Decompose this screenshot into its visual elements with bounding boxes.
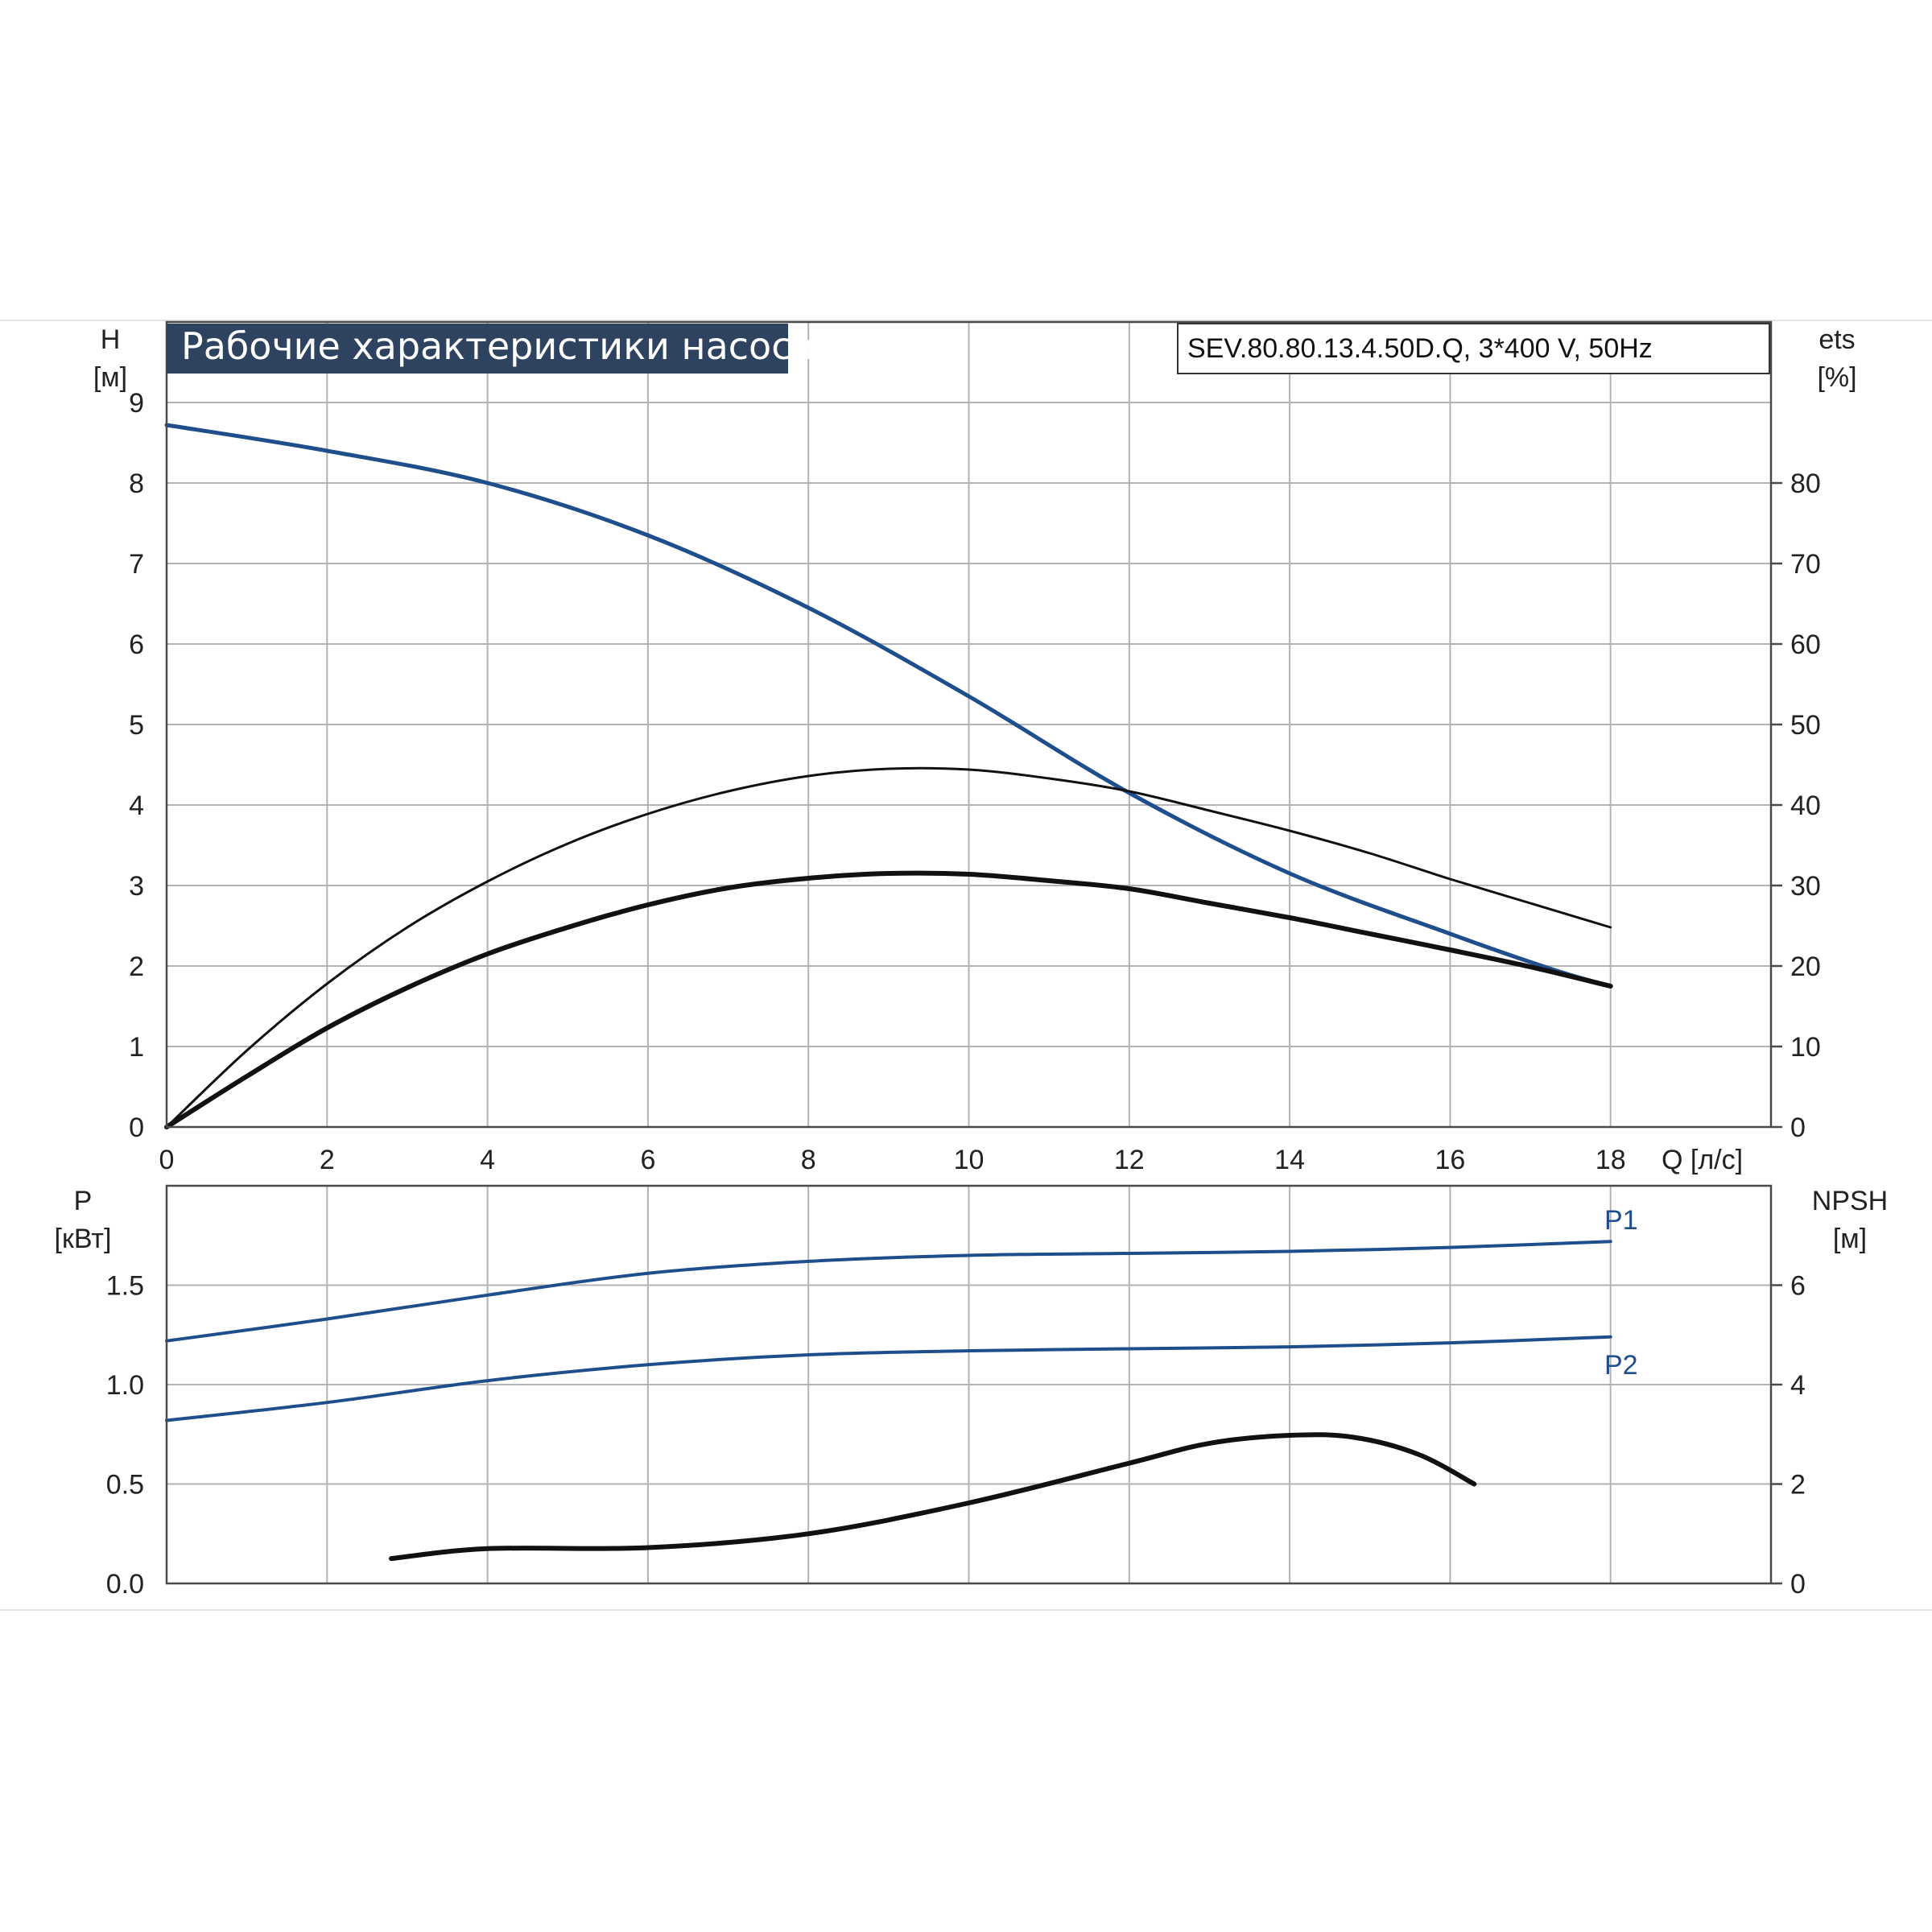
lower-left-axis-title: P [74, 1186, 93, 1216]
y-right-tick-label: 6 [1790, 1271, 1806, 1302]
lower-right-axis-unit: [м] [1833, 1224, 1867, 1254]
curve-efficiency_thin [165, 766, 1612, 1129]
upper-grid [167, 321, 1771, 1127]
curve-npsh [389, 1432, 1477, 1562]
upper-left-axis-unit: [м] [93, 362, 127, 393]
x-tick-label: 18 [1596, 1145, 1626, 1175]
y-right-tick-label: 70 [1790, 549, 1821, 580]
curve-p2 [165, 1335, 1612, 1422]
lower-tick-labels: 0.0 0.5 1.0 1.5 0 2 4 6 [106, 1271, 1806, 1600]
y-right-tick-label: 60 [1790, 630, 1821, 660]
lower-left-axis-unit: [кВт] [55, 1224, 112, 1254]
x-axis-label: Q [л/с] [1662, 1145, 1743, 1175]
model-label-box [1177, 323, 1770, 374]
y-left-tick-label: 4 [129, 791, 144, 821]
y-right-tick-label: 0 [1790, 1569, 1806, 1600]
lower-right-axis-title: NPSH [1812, 1186, 1888, 1216]
x-tick-label: 10 [954, 1145, 985, 1175]
y-left-tick-label: 7 [129, 549, 144, 580]
y-left-tick-label: 5 [129, 710, 144, 741]
y-right-tick-label: 40 [1790, 791, 1821, 821]
y-left-tick-label: 1.5 [106, 1271, 144, 1302]
y-left-tick-label: 0.0 [106, 1569, 144, 1600]
x-tick-label: 6 [640, 1145, 655, 1175]
y-left-tick-label: 1.0 [106, 1370, 144, 1401]
y-left-tick-label: 2 [129, 952, 144, 982]
chart-title: Рабочие характеристики насоса [181, 324, 815, 368]
y-right-tick-label: 20 [1790, 952, 1821, 982]
title-box [167, 324, 788, 374]
upper-curves [164, 423, 1613, 1129]
x-tick-label: 0 [159, 1145, 175, 1175]
upper-right-axis-unit: [%] [1817, 362, 1856, 393]
y-left-tick-label: 8 [129, 469, 144, 499]
model-label: SEV.80.80.13.4.50D.Q, 3*400 V, 50Hz [1187, 333, 1653, 364]
x-tick-label: 16 [1435, 1145, 1465, 1175]
y-right-tick-label: 0 [1790, 1113, 1806, 1143]
upper-right-axis-title: ets [1818, 324, 1855, 355]
y-right-tick-label: 2 [1790, 1470, 1806, 1501]
x-tick-label: 14 [1274, 1145, 1305, 1175]
series-label-p2: P2 [1604, 1350, 1638, 1381]
y-left-tick-label: 3 [129, 871, 144, 902]
x-tick-label: 2 [320, 1145, 335, 1175]
y-right-tick-label: 4 [1790, 1370, 1806, 1401]
y-left-tick-label: 1 [129, 1032, 144, 1063]
x-tick-label: 8 [801, 1145, 816, 1175]
y-left-tick-label: 6 [129, 630, 144, 660]
y-right-tick-label: 30 [1790, 871, 1821, 902]
curve-p1 [165, 1240, 1612, 1343]
y-right-tick-label: 80 [1790, 469, 1821, 499]
x-tick-label: 4 [480, 1145, 495, 1175]
y-left-tick-label: 9 [129, 388, 144, 419]
upper-tick-labels: 0 2 4 6 8 10 12 14 16 180123456789010203040506070… [129, 388, 1821, 1175]
lower-curves [165, 1240, 1612, 1562]
curve-head [164, 423, 1613, 989]
y-left-tick-label: 0 [129, 1113, 144, 1143]
series-label-p1: P1 [1604, 1205, 1638, 1236]
y-right-tick-label: 10 [1790, 1032, 1821, 1063]
x-tick-label: 12 [1114, 1145, 1145, 1175]
upper-left-axis-title: H [101, 324, 121, 355]
curve-efficiency_thick [164, 870, 1613, 1129]
y-right-tick-label: 50 [1790, 710, 1821, 741]
y-left-tick-label: 0.5 [106, 1470, 144, 1501]
